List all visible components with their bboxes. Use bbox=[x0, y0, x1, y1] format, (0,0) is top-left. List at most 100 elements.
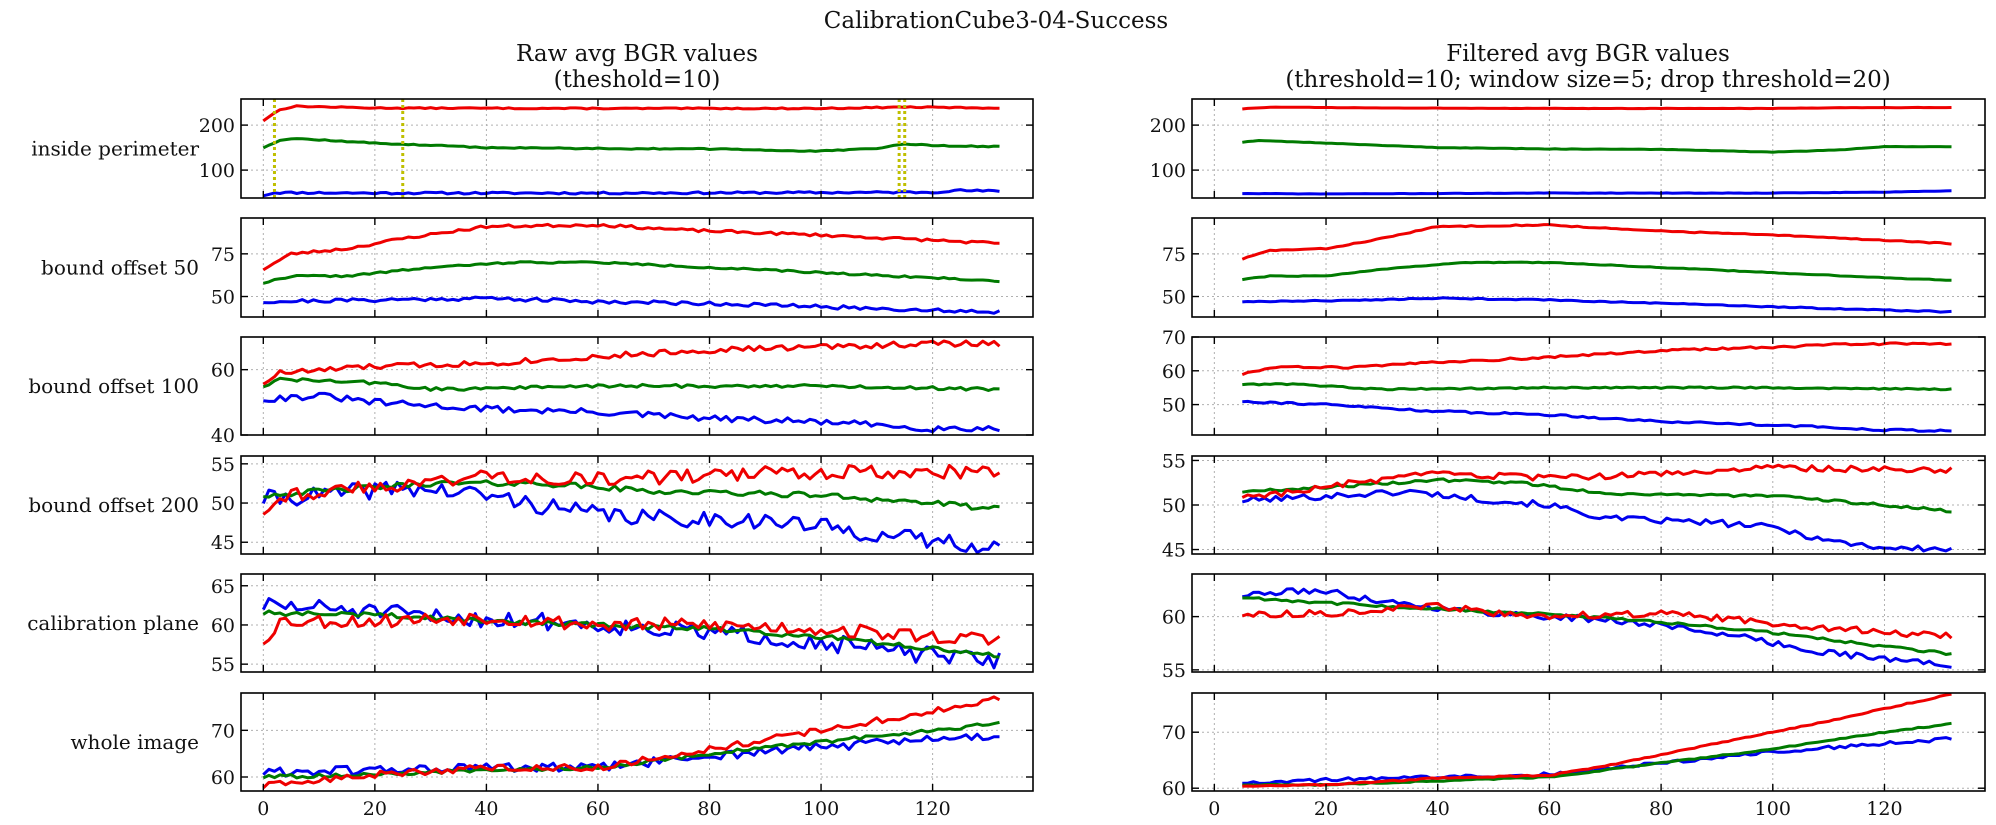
series-line-red bbox=[262, 339, 1001, 386]
x-tick-label: 20 bbox=[363, 798, 387, 820]
subplot-raw-1: bound offset 50 50 75 bbox=[41, 217, 1034, 318]
y-tick-label: 100 bbox=[199, 160, 235, 182]
column-title-line: Filtered avg BGR values bbox=[1446, 41, 1730, 67]
subplot-frame bbox=[1191, 217, 1986, 318]
y-tick-label: 40 bbox=[211, 425, 235, 447]
column-title-line: (theshold=10) bbox=[554, 67, 721, 93]
y-tick-label: 75 bbox=[211, 244, 235, 266]
subplot-frame bbox=[240, 217, 1034, 318]
y-tick-label: 75 bbox=[1162, 244, 1186, 266]
series-line-red bbox=[1241, 223, 1952, 261]
subplot-frame bbox=[1191, 573, 1986, 673]
x-tick-label: 100 bbox=[1755, 798, 1791, 820]
y-tick-label: 45 bbox=[211, 532, 235, 554]
x-tick-label: 0 bbox=[257, 798, 269, 820]
series-line-blue bbox=[1242, 587, 1952, 669]
x-tick-label: 120 bbox=[914, 798, 950, 820]
x-tick-label: 60 bbox=[1537, 798, 1561, 820]
series-line-blue bbox=[1241, 488, 1953, 553]
x-tick-label: 100 bbox=[803, 798, 839, 820]
x-tick-label: 60 bbox=[586, 798, 610, 820]
x-tick-label: 20 bbox=[1314, 798, 1338, 820]
series-line-blue bbox=[263, 295, 1001, 315]
series-line-blue bbox=[1242, 189, 1952, 196]
series-line-blue bbox=[261, 480, 1001, 555]
y-tick-label: 50 bbox=[1162, 395, 1186, 417]
row-label: bound offset 100 bbox=[28, 374, 199, 398]
subplot-frame bbox=[240, 455, 1034, 555]
subplot-frame bbox=[240, 336, 1034, 436]
y-tick-label: 65 bbox=[211, 576, 235, 598]
x-tick-label: 80 bbox=[697, 798, 721, 820]
y-tick-label: 100 bbox=[1150, 160, 1186, 182]
series-line-green bbox=[1242, 260, 1952, 282]
series-line-red bbox=[262, 222, 1000, 272]
series-line-red bbox=[262, 695, 1001, 789]
series-line-green bbox=[1242, 382, 1952, 392]
subplot-frame bbox=[240, 573, 1034, 673]
row-label: calibration plane bbox=[27, 611, 199, 635]
subplot-frame bbox=[1191, 336, 1986, 436]
series-line-blue bbox=[1242, 736, 1952, 785]
y-tick-label: 50 bbox=[211, 493, 235, 515]
subplot-filtered-3: 45 50 55 bbox=[1162, 450, 1986, 562]
series-line-blue bbox=[262, 732, 1000, 778]
series-line-red bbox=[1241, 601, 1953, 640]
series-line-blue bbox=[262, 188, 1000, 198]
column-title-line: Raw avg BGR values bbox=[516, 41, 758, 67]
subplot-filtered-5: 0 20 40 60 80 100 120 60 70 bbox=[1162, 692, 1986, 820]
subplot-frame bbox=[240, 692, 1034, 792]
y-tick-label: 45 bbox=[1162, 540, 1186, 562]
subplot-raw-0: Raw avg BGR values(theshold=10) inside pe… bbox=[31, 41, 1034, 199]
y-tick-label: 60 bbox=[1162, 607, 1186, 629]
column-title-line: (threshold=10; window size=5; drop thres… bbox=[1285, 67, 1890, 93]
series-line-green bbox=[262, 376, 1000, 392]
series-line-green bbox=[1242, 721, 1952, 787]
series-line-green bbox=[1242, 139, 1952, 154]
y-tick-label: 55 bbox=[211, 454, 235, 476]
y-tick-label: 55 bbox=[1162, 450, 1186, 472]
y-tick-label: 70 bbox=[1162, 327, 1186, 349]
y-tick-label: 50 bbox=[211, 287, 235, 309]
series-line-red bbox=[1242, 692, 1952, 788]
series-line-green bbox=[262, 137, 1000, 153]
series-line-green bbox=[1242, 596, 1952, 656]
x-tick-label: 120 bbox=[1866, 798, 1902, 820]
subplot-raw-5: whole image 0 20 40 60 80 100 120 60 70 bbox=[70, 692, 1034, 820]
series-line-red bbox=[262, 463, 1001, 516]
x-tick-label: 80 bbox=[1649, 798, 1673, 820]
y-tick-label: 60 bbox=[211, 615, 235, 637]
series-line-green bbox=[1242, 477, 1952, 514]
y-tick-label: 60 bbox=[1162, 778, 1186, 800]
series-line-blue bbox=[263, 391, 1000, 434]
x-tick-label: 40 bbox=[1426, 798, 1450, 820]
figure-title: CalibrationCube3-04-Success bbox=[824, 8, 1168, 34]
subplot-frame bbox=[240, 98, 1034, 199]
series-line-red bbox=[1241, 463, 1953, 499]
row-label: bound offset 50 bbox=[41, 256, 199, 280]
subplot-raw-4: calibration plane 55 60 65 bbox=[27, 573, 1034, 676]
y-tick-label: 55 bbox=[211, 654, 235, 676]
subplot-raw-3: bound offset 200 45 50 55 bbox=[28, 454, 1034, 555]
y-tick-label: 70 bbox=[1162, 722, 1186, 744]
row-label: bound offset 200 bbox=[28, 493, 199, 517]
y-tick-label: 50 bbox=[1162, 287, 1186, 309]
y-tick-label: 200 bbox=[199, 115, 235, 137]
subplot-raw-2: bound offset 100 40 60 bbox=[28, 336, 1034, 447]
y-tick-label: 200 bbox=[1150, 115, 1186, 137]
y-tick-label: 55 bbox=[1162, 660, 1186, 682]
subplot-filtered-4: 55 60 bbox=[1162, 573, 1986, 682]
row-label: inside perimeter bbox=[31, 137, 199, 161]
subplot-filtered-2: 50 60 70 bbox=[1162, 327, 1986, 436]
series-line-blue bbox=[1242, 399, 1952, 433]
series-line-red bbox=[1242, 105, 1952, 111]
subplot-filtered-1: 50 75 bbox=[1162, 217, 1986, 318]
series-line-red bbox=[262, 104, 1000, 123]
series-line-green bbox=[262, 260, 1000, 285]
series-line-red bbox=[262, 612, 1001, 646]
subplot-frame bbox=[1191, 692, 1986, 792]
series-line-blue bbox=[261, 597, 1001, 670]
subplot-filtered-0: Filtered avg BGR values(threshold=10; wi… bbox=[1150, 41, 1986, 199]
y-tick-label: 60 bbox=[211, 360, 235, 382]
